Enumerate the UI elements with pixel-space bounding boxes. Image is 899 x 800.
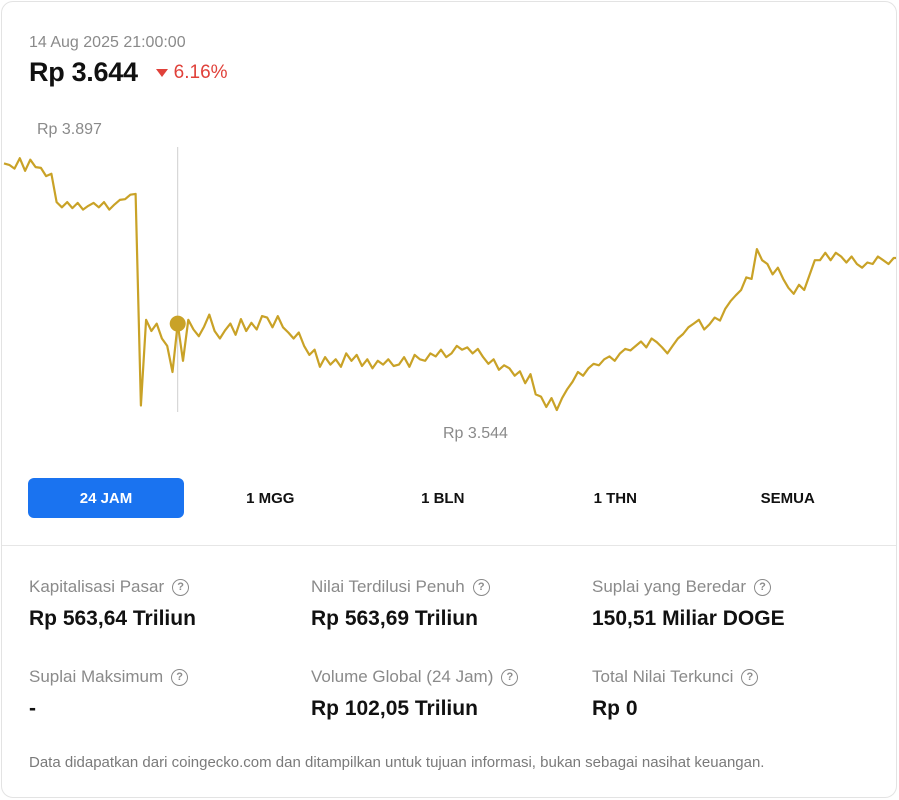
help-icon[interactable]: ?: [172, 578, 190, 596]
chart-cursor-dot[interactable]: [169, 315, 186, 332]
stat-max-supply: Suplai Maksimum? -: [29, 667, 189, 721]
stat-fully-diluted: Nilai Terdilusi Penuh? Rp 563,69 Triliun: [311, 577, 490, 631]
stat-circulating-supply: Suplai yang Beredar? 150,51 Miliar DOGE: [592, 577, 785, 631]
tab-semua[interactable]: SEMUA: [760, 489, 815, 507]
help-icon[interactable]: ?: [171, 668, 189, 686]
price-chart[interactable]: [2, 2, 897, 472]
stat-value: Rp 563,69 Triliun: [311, 607, 478, 630]
timestamp: 14 Aug 2025 21:00:00: [29, 34, 186, 51]
tab-24-jam[interactable]: 24 JAM: [28, 478, 184, 518]
stat-value: 150,51 Miliar DOGE: [592, 607, 785, 630]
help-icon[interactable]: ?: [754, 578, 772, 596]
chart-low-label: Rp 3.544: [443, 425, 508, 442]
stat-value: -: [29, 697, 36, 720]
stat-label: Nilai Terdilusi Penuh: [311, 577, 465, 596]
stat-label: Volume Global (24 Jam): [311, 667, 494, 686]
help-icon[interactable]: ?: [741, 668, 759, 686]
disclaimer: Data didapatkan dari coingecko.com dan d…: [29, 754, 765, 771]
help-icon[interactable]: ?: [472, 578, 490, 596]
help-icon[interactable]: ?: [501, 668, 519, 686]
divider: [2, 545, 896, 546]
price-line: [3, 157, 896, 412]
tab-1-bln[interactable]: 1 BLN: [421, 489, 465, 507]
stat-global-volume: Volume Global (24 Jam)? Rp 102,05 Triliu…: [311, 667, 519, 721]
current-price: Rp 3.644: [29, 57, 138, 87]
stat-market-cap: Kapitalisasi Pasar? Rp 563,64 Triliun: [29, 577, 196, 631]
down-arrow-icon: [155, 68, 168, 77]
stat-label: Suplai Maksimum: [29, 667, 164, 686]
price-change: 6.16%: [155, 61, 228, 84]
stat-value: Rp 102,05 Triliun: [311, 697, 478, 720]
stat-label: Suplai yang Beredar: [592, 577, 747, 596]
price-change-percent: 6.16%: [173, 61, 228, 83]
chart-high-label: Rp 3.897: [37, 121, 102, 138]
price-row: Rp 3.644 6.16%: [29, 57, 228, 88]
timeframe-tabs: 24 JAM 1 MGG 1 BLN 1 THN SEMUA: [28, 478, 874, 518]
tab-1-mgg[interactable]: 1 MGG: [246, 489, 295, 507]
stat-value: Rp 0: [592, 697, 638, 720]
stat-label: Total Nilai Terkunci: [592, 667, 734, 686]
stat-value: Rp 563,64 Triliun: [29, 607, 196, 630]
stat-total-value-locked: Total Nilai Terkunci? Rp 0: [592, 667, 759, 721]
stat-label: Kapitalisasi Pasar: [29, 577, 165, 596]
tab-1-thn[interactable]: 1 THN: [593, 489, 637, 507]
